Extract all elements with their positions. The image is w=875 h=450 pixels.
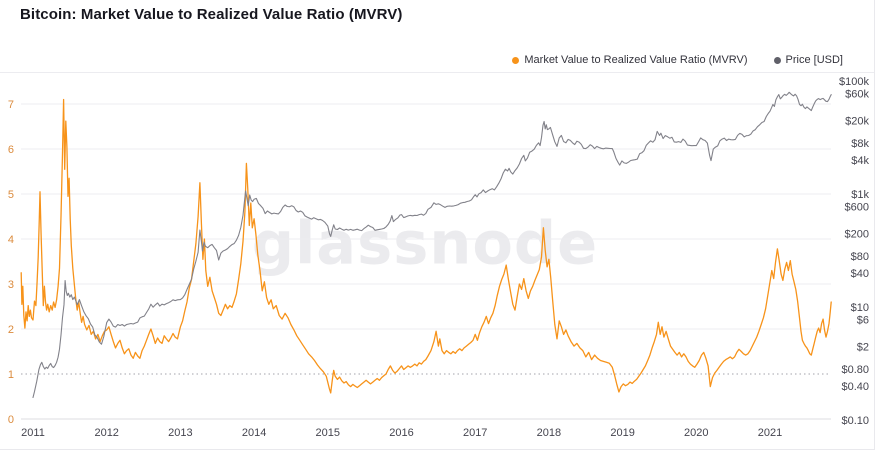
legend-item-price[interactable]: Price [USD] xyxy=(773,54,843,66)
x-axis-tick-label: 2014 xyxy=(242,427,266,439)
x-axis-tick-label: 2020 xyxy=(684,427,708,439)
y-axis-right-tick-label: $60k xyxy=(845,89,869,101)
legend-label-mvrv: Market Value to Realized Value Ratio (MV… xyxy=(524,54,748,66)
x-axis-tick-label: 2011 xyxy=(21,427,45,439)
header-divider xyxy=(0,72,874,73)
legend-item-mvrv[interactable]: Market Value to Realized Value Ratio (MV… xyxy=(512,54,748,66)
x-axis-tick-label: 2019 xyxy=(610,427,634,439)
y-axis-right-tick-label: $0.10 xyxy=(841,415,869,427)
legend: Market Value to Realized Value Ratio (MV… xyxy=(512,54,843,66)
y-axis-right-tick-label: $1k xyxy=(851,189,869,201)
x-axis-tick-label: 2018 xyxy=(537,427,561,439)
y-axis-right-tick-label: $6 xyxy=(857,315,869,327)
y-axis-left-tick-label: 7 xyxy=(8,99,14,111)
y-axis-right-tick-label: $0.40 xyxy=(841,381,869,393)
y-axis-right-tick-label: $20k xyxy=(845,115,869,127)
chart-title: Bitcoin: Market Value to Realized Value … xyxy=(20,6,403,23)
y-axis-right-tick-label: $10 xyxy=(851,302,869,314)
x-axis-tick-label: 2021 xyxy=(758,427,782,439)
x-axis-tick-label: 2013 xyxy=(168,427,192,439)
y-axis-right-tick-label: $2 xyxy=(857,341,869,353)
mvrv-series-dot-icon xyxy=(512,56,520,64)
price-series-line[interactable] xyxy=(32,91,832,399)
y-axis-right-tick-label: $600 xyxy=(845,202,869,214)
y-axis-right-tick-label: $4k xyxy=(851,155,869,167)
y-axis-left-tick-label: 3 xyxy=(8,279,14,291)
y-axis-right-tick-label: $200 xyxy=(845,228,869,240)
y-axis-left-tick-label: 5 xyxy=(8,189,14,201)
y-axis-left-tick-label: 2 xyxy=(8,324,14,336)
x-axis-tick-label: 2017 xyxy=(463,427,487,439)
y-axis-right-tick-label: $0.80 xyxy=(841,364,869,376)
mvrv-series-line[interactable] xyxy=(20,98,832,394)
x-axis-tick-label: 2015 xyxy=(316,427,340,439)
y-axis-left-tick-label: 4 xyxy=(8,234,14,246)
price-series-dot-icon xyxy=(773,56,781,64)
legend-label-price: Price [USD] xyxy=(785,54,843,66)
y-axis-left-tick-label: 6 xyxy=(8,144,14,156)
y-axis-right-tick-label: $100k xyxy=(839,76,869,88)
y-axis-left-tick-label: 0 xyxy=(8,414,14,426)
y-axis-right-tick-label: $80 xyxy=(851,251,869,263)
y-axis-right-tick-label: $8k xyxy=(851,138,869,150)
x-axis-tick-label: 2016 xyxy=(389,427,413,439)
y-axis-left-tick-label: 1 xyxy=(8,369,14,381)
x-axis-tick-label: 2012 xyxy=(94,427,118,439)
y-axis-right-tick-label: $40 xyxy=(851,268,869,280)
